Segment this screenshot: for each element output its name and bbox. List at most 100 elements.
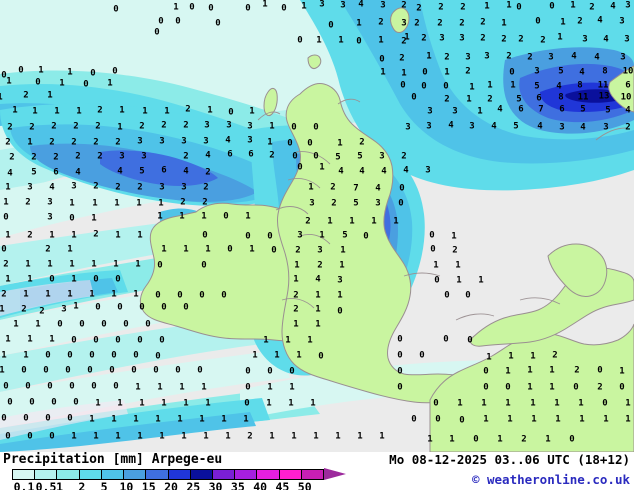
precip-value-label: 1: [135, 259, 141, 270]
precip-value-label: 5: [516, 94, 522, 105]
precip-value-label: 1: [308, 182, 314, 193]
precip-value-label: 0: [113, 381, 119, 392]
precip-value-label: 2: [180, 197, 186, 208]
colorbar-swatch[interactable]: [167, 470, 190, 479]
precip-value-label: 0: [313, 151, 319, 162]
precip-value-label: 0: [153, 365, 159, 376]
precip-value-label: 0: [215, 18, 221, 29]
precip-value-label: 3: [181, 136, 187, 147]
landmass-layer: [139, 7, 634, 452]
precip-value-label: 0: [69, 381, 75, 392]
precip-value-label: 1: [114, 198, 120, 209]
precip-value-label: 4: [49, 182, 55, 193]
precip-value-label: 2: [421, 33, 427, 44]
precip-value-label: 5: [31, 167, 37, 178]
colorbar-swatch[interactable]: [78, 470, 101, 479]
precip-value-label: 2: [330, 182, 336, 193]
precip-value-label: 3: [204, 120, 210, 131]
precip-value-label: 10: [620, 92, 632, 103]
precip-value-label: 2: [414, 18, 420, 29]
precip-value-label: 1: [501, 18, 507, 29]
precip-value-label: 4: [571, 51, 577, 62]
precip-value-label: 1: [319, 230, 325, 241]
precip-value-label: 2: [73, 121, 79, 132]
map-footer: Precipitation [mm] Arpege-eu Mo 08-12-20…: [0, 452, 634, 490]
precip-value-label: 2: [27, 230, 33, 241]
precip-value-label: 0: [157, 260, 163, 271]
colorbar-swatch[interactable]: [56, 470, 79, 479]
precip-value-label: 1: [59, 78, 65, 89]
precip-value-label: 2: [574, 365, 580, 376]
precip-value-label: 1: [47, 259, 53, 270]
precip-value-label: 1: [225, 431, 231, 442]
precip-value-label: 3: [247, 121, 253, 132]
precip-value-label: 2: [29, 122, 35, 133]
precip-value-label: 0: [397, 350, 403, 361]
precip-value-label: 0: [95, 302, 101, 313]
precip-value-label: 1: [530, 351, 536, 362]
precip-value-label: 0: [430, 244, 436, 255]
precipitation-colorbar[interactable]: [12, 469, 324, 480]
precip-value-label: 4: [580, 122, 586, 133]
precip-value-label: 0: [93, 335, 99, 346]
precip-value-label: 3: [226, 120, 232, 131]
precip-value-label: 6: [536, 93, 542, 104]
precip-value-label: 1: [293, 274, 299, 285]
colorbar-swatch[interactable]: [234, 470, 257, 479]
colorbar-swatch[interactable]: [211, 470, 235, 479]
precip-value-label: 2: [5, 137, 11, 148]
precip-value-label: 1: [549, 382, 555, 393]
colorbar-swatch[interactable]: [145, 470, 168, 479]
precip-value-label: 4: [225, 135, 231, 146]
precip-value-label: 0: [27, 431, 33, 442]
precip-value-label: 2: [317, 260, 323, 271]
precip-value-label: 2: [518, 34, 524, 45]
precip-value-label: 0: [201, 260, 207, 271]
precip-value-label: 1: [27, 334, 33, 345]
precip-value-label: 0: [245, 231, 251, 242]
precip-value-label: 1: [5, 274, 11, 285]
colorbar-swatch[interactable]: [256, 470, 279, 479]
precip-value-label: 1: [267, 382, 273, 393]
colorbar-swatch[interactable]: [189, 470, 212, 479]
precip-value-label: 2: [139, 121, 145, 132]
precip-value-label: 1: [25, 259, 31, 270]
precip-value-label: 4: [603, 34, 609, 45]
precip-value-label: 4: [338, 166, 344, 177]
precip-value-label: 1: [545, 434, 551, 445]
precip-value-label: 1: [0, 304, 5, 315]
precip-value-label: 1: [274, 350, 280, 361]
precip-value-label: 1: [426, 51, 432, 62]
precip-value-label: 2: [305, 216, 311, 227]
precip-value-label: 0: [3, 212, 9, 223]
precip-value-label: 3: [375, 198, 381, 209]
precip-value-label: 1: [466, 94, 472, 105]
precip-value-label: 1: [205, 244, 211, 255]
precip-value-label: 2: [401, 151, 407, 162]
precip-value-label: 3: [297, 230, 303, 241]
precip-value-label: 0: [297, 35, 303, 46]
colorbar-swatch[interactable]: [123, 470, 146, 479]
precip-value-label: 2: [625, 122, 631, 133]
precip-value-label: 11: [577, 92, 589, 103]
precip-value-label: 1: [38, 65, 44, 76]
precip-value-label: 0: [397, 334, 403, 345]
colorbar-swatch[interactable]: [34, 470, 57, 479]
shetland-islands: [390, 7, 410, 33]
colorbar-swatch[interactable]: [300, 470, 324, 479]
precip-value-label: 2: [295, 245, 301, 256]
precip-value-label: 1: [203, 431, 209, 442]
precip-value-label: 1: [157, 211, 163, 222]
precip-value-label: 1: [506, 0, 512, 11]
colorbar-swatch[interactable]: [100, 470, 124, 479]
precip-value-label: 0: [47, 381, 53, 392]
colorbar-swatch[interactable]: [278, 470, 301, 479]
precip-value-label: 0: [18, 65, 24, 76]
precip-value-label: 0: [483, 366, 489, 377]
precip-value-label: 2: [21, 304, 27, 315]
precip-value-label: 0: [43, 365, 49, 376]
legend-title: Precipitation [mm] Arpege-eu: [3, 452, 223, 467]
colorbar-swatch[interactable]: [13, 470, 35, 479]
precip-value-label: 0: [573, 382, 579, 393]
